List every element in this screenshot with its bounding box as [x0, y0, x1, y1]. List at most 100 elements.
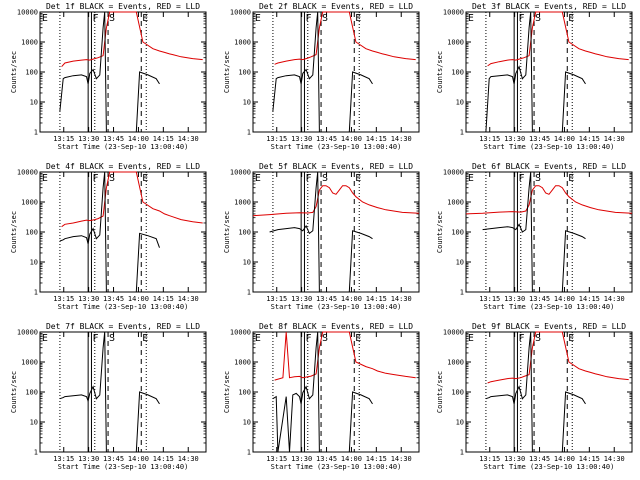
- plot-frame: [39, 331, 207, 453]
- x-tick-label: 13:15: [266, 455, 287, 463]
- x-tick-label: 14:30: [391, 295, 412, 303]
- marker-label-e2: E: [355, 333, 361, 344]
- y-tick-label: 1: [247, 449, 251, 457]
- lld-series-line: [252, 185, 420, 217]
- x-tick-label: 14:15: [366, 455, 387, 463]
- events-series-line: [272, 331, 373, 453]
- x-tick-label: 14:15: [153, 135, 174, 143]
- x-tick-label: 13:15: [53, 135, 74, 143]
- y-axis-label: Counts/sec: [10, 211, 18, 253]
- x-tick-label: 14:00: [554, 295, 575, 303]
- marker-label-f: F: [92, 13, 98, 24]
- x-tick-label: 13:30: [504, 455, 525, 463]
- plot-frame: [465, 331, 633, 453]
- panel-title: Det 6f BLACK = Events, RED = LLD: [472, 162, 626, 171]
- y-axis-label: Counts/sec: [436, 211, 444, 253]
- plot-frame: [465, 11, 633, 133]
- y-tick-label: 10: [243, 419, 251, 427]
- x-tick-label: 14:15: [579, 455, 600, 463]
- y-tick-label: 1000: [234, 39, 251, 47]
- marker-label-s: S: [109, 13, 115, 24]
- lld-series-line: [487, 11, 629, 67]
- marker-label-e1: E: [468, 333, 474, 344]
- panel-det-4: Det 4f BLACK = Events, RED = LLD 1 10 100 10…: [10, 162, 207, 311]
- panel-det-2: Det 2f BLACK = Events, RED = LLD 1 10 100 10…: [223, 2, 420, 151]
- x-tick-label: 13:45: [316, 455, 337, 463]
- marker-label-f: F: [518, 173, 524, 184]
- x-tick-label: 13:45: [316, 135, 337, 143]
- y-tick-label: 1000: [21, 199, 38, 207]
- x-tick-label: 14:30: [604, 455, 625, 463]
- x-axis-label: Start Time (23-Sep-10 13:00:40): [271, 143, 402, 151]
- x-tick-label: 14:30: [604, 135, 625, 143]
- y-tick-label: 10: [30, 99, 38, 107]
- x-tick-label: 14:15: [579, 295, 600, 303]
- marker-label-e2: E: [568, 173, 574, 184]
- x-tick-label: 14:30: [178, 455, 199, 463]
- x-tick-label: 13:30: [78, 455, 99, 463]
- y-tick-label: 10000: [230, 9, 251, 17]
- marker-label-e2: E: [568, 13, 574, 24]
- events-series-line: [59, 171, 160, 293]
- lld-series-line: [274, 11, 416, 65]
- panel-title: Det 2f BLACK = Events, RED = LLD: [259, 2, 413, 11]
- lld-series-line: [274, 331, 416, 381]
- x-tick-label: 14:15: [366, 135, 387, 143]
- lld-series-line: [61, 171, 203, 228]
- marker-label-s: S: [109, 173, 115, 184]
- panel-det-9: Det 9f BLACK = Events, RED = LLD 1 10 100 10…: [436, 322, 633, 471]
- x-tick-label: 14:30: [391, 455, 412, 463]
- panel-det-3: Det 3f BLACK = Events, RED = LLD 1 10 100 10…: [436, 2, 633, 151]
- panel-title: Det 1f BLACK = Events, RED = LLD: [46, 2, 200, 11]
- y-tick-label: 1: [34, 129, 38, 137]
- y-tick-label: 10: [30, 259, 38, 267]
- events-series-line: [485, 11, 586, 133]
- plot-frame: [252, 171, 420, 293]
- x-tick-label: 14:00: [128, 295, 149, 303]
- x-axis-label: Start Time (23-Sep-10 13:00:40): [484, 143, 615, 151]
- x-tick-label: 13:30: [291, 295, 312, 303]
- y-tick-label: 100: [451, 69, 464, 77]
- x-tick-label: 14:30: [604, 295, 625, 303]
- marker-label-e2: E: [355, 173, 361, 184]
- y-tick-label: 10000: [230, 329, 251, 337]
- panel-title: Det 3f BLACK = Events, RED = LLD: [472, 2, 626, 11]
- x-tick-label: 14:30: [178, 135, 199, 143]
- plot-frame: [39, 171, 207, 293]
- marker-label-f: F: [518, 333, 524, 344]
- y-tick-label: 100: [25, 389, 38, 397]
- y-tick-label: 10000: [443, 169, 464, 177]
- events-series-line: [59, 11, 160, 133]
- x-axis-label: Start Time (23-Sep-10 13:00:40): [484, 463, 615, 471]
- x-tick-label: 13:15: [479, 135, 500, 143]
- y-axis-label: Counts/sec: [10, 51, 18, 93]
- y-tick-label: 10000: [443, 9, 464, 17]
- plot-frame: [252, 11, 420, 133]
- events-series-line: [59, 331, 160, 453]
- lld-series-line: [61, 11, 203, 68]
- marker-label-s: S: [109, 333, 115, 344]
- x-tick-label: 13:45: [103, 295, 124, 303]
- y-tick-label: 10000: [17, 9, 38, 17]
- x-tick-label: 14:00: [341, 135, 362, 143]
- x-tick-label: 14:15: [579, 135, 600, 143]
- y-axis-label: Counts/sec: [223, 371, 231, 413]
- x-tick-label: 13:45: [103, 135, 124, 143]
- x-axis-label: Start Time (23-Sep-10 13:00:40): [58, 463, 189, 471]
- plot-frame: [252, 331, 420, 453]
- y-tick-label: 100: [238, 229, 251, 237]
- y-tick-label: 100: [238, 389, 251, 397]
- x-tick-label: 13:15: [479, 455, 500, 463]
- x-tick-label: 14:00: [341, 295, 362, 303]
- panel-title: Det 8f BLACK = Events, RED = LLD: [259, 322, 413, 331]
- lld-series-line: [465, 185, 633, 215]
- panel-det-1: Det 1f BLACK = Events, RED = LLD 1 10 100 10…: [10, 2, 207, 151]
- marker-label-f: F: [92, 173, 98, 184]
- panel-det-5: Det 5f BLACK = Events, RED = LLD 1 10 100 10…: [223, 162, 420, 311]
- y-tick-label: 1000: [447, 39, 464, 47]
- y-axis-label: Counts/sec: [436, 51, 444, 93]
- x-tick-label: 14:00: [554, 455, 575, 463]
- x-axis-label: Start Time (23-Sep-10 13:00:40): [58, 143, 189, 151]
- y-tick-label: 100: [238, 69, 251, 77]
